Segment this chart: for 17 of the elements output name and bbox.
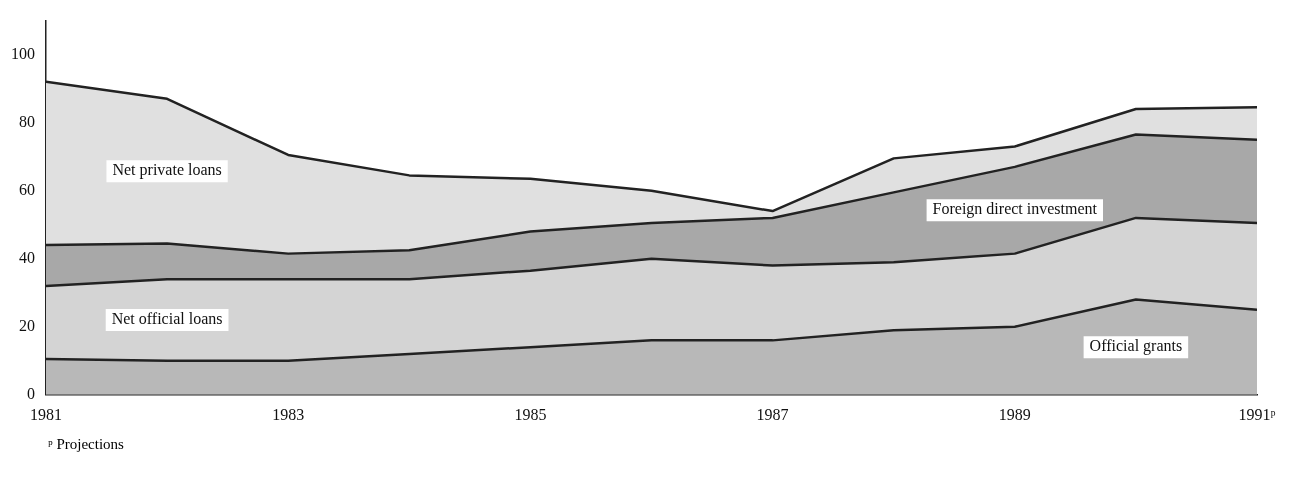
text: ᵖ Projections	[48, 436, 125, 453]
x-tick-label: 1987	[756, 405, 789, 423]
series-label: Foreign direct investment	[932, 200, 1098, 219]
y-tick-label: 40	[19, 248, 35, 266]
x-tick-label: 1985	[514, 405, 547, 423]
series-label: Net official loans	[111, 310, 223, 328]
y-tick-label: 100	[11, 44, 35, 62]
y-tick-label: 20	[19, 316, 35, 334]
x-tick-label: 1991ᵖ	[1238, 405, 1276, 423]
y-tick-label: 0	[27, 385, 35, 402]
x-tick-label: 1981	[30, 405, 62, 423]
y-tick-label: 60	[19, 180, 35, 198]
y-tick-label: 80	[19, 112, 35, 130]
series-label: Net private loans	[112, 161, 222, 180]
series-label: Official grants	[1089, 337, 1183, 356]
x-tick-label: 1983	[272, 405, 305, 423]
x-tick-label: 1989	[998, 405, 1031, 423]
